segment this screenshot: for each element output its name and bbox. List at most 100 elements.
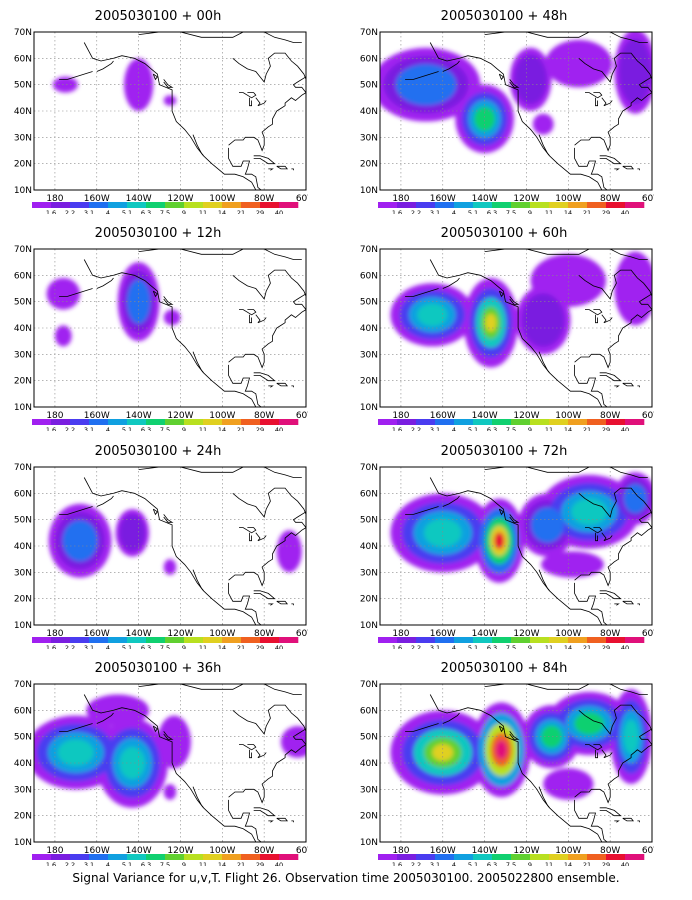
lat-tick-label: 70N <box>14 28 32 38</box>
variance-contour <box>574 712 605 735</box>
coastline <box>429 259 603 407</box>
coastline <box>163 731 174 740</box>
colorbar-swatch <box>89 854 109 860</box>
colorbar-swatch <box>108 637 128 643</box>
lon-tick-label: 160W <box>84 194 110 204</box>
coastline <box>574 92 652 152</box>
lon-tick-label: 160W <box>84 846 110 856</box>
lat-tick-label: 70N <box>360 463 378 473</box>
coastline <box>637 603 640 606</box>
map-panel: 2005030100 + 84h 70N 60N 50N 40N 30N 20N 10N 180… <box>354 660 662 869</box>
colorbar-label: 29 <box>256 644 264 649</box>
lat-tick-label: 20N <box>360 377 378 387</box>
colorbar-label: 2.2 <box>411 861 421 866</box>
colorbar-swatch <box>587 637 607 643</box>
variance-contour <box>571 498 608 526</box>
lat-tick-label: 20N <box>14 377 32 387</box>
lat-tick-label: 70N <box>14 245 32 255</box>
colorbar-swatch <box>606 854 626 860</box>
colorbar-swatch <box>549 637 569 643</box>
map-panel: 2005030100 + 72h 70N 60N 50N 40N 30N 20N 10N 180… <box>354 443 662 652</box>
map-svg: 70N 60N 50N 40N 30N 20N 10N 180 160W 140W 120W 100W… <box>360 463 662 652</box>
colorbar-label: 40 <box>275 644 283 649</box>
colorbar-label: 14 <box>564 209 572 214</box>
coastline <box>585 309 603 316</box>
colorbar-swatch <box>435 854 455 860</box>
coastline <box>59 71 93 80</box>
lon-tick-label: 180 <box>46 194 63 204</box>
coastline <box>253 155 276 165</box>
coastline <box>276 382 289 387</box>
colorbar-swatch <box>184 202 204 208</box>
colorbar-label: 4 <box>106 644 110 649</box>
colorbar-label: 4 <box>106 426 110 431</box>
colorbar-swatch <box>530 419 550 425</box>
lon-tick-label: 60W <box>642 411 654 421</box>
colorbar-swatch <box>473 202 493 208</box>
colorbar-swatch <box>587 419 607 425</box>
colorbar-swatch <box>625 419 645 425</box>
colorbar-swatch <box>222 202 242 208</box>
colorbar-label: 29 <box>256 861 264 866</box>
colorbar-swatch <box>492 419 512 425</box>
coastline <box>595 532 598 542</box>
colorbar-swatch <box>397 419 417 425</box>
coastline <box>637 168 640 171</box>
colorbar-label: 1.6 <box>46 861 56 866</box>
colorbar-label: 6.3 <box>487 426 497 431</box>
coastline <box>232 269 306 300</box>
colorbar-label: 6.3 <box>141 209 151 214</box>
variance-contour <box>545 39 613 88</box>
coastline <box>59 506 93 515</box>
coastline <box>610 249 648 260</box>
colorbar-label: 21 <box>237 426 245 431</box>
colorbar-label: 5.1 <box>468 209 478 214</box>
colorbar-swatch <box>32 854 52 860</box>
lon-tick-label: 100W <box>555 194 581 204</box>
colorbar-label: 6.3 <box>141 644 151 649</box>
colorbar-label: 2.2 <box>65 426 75 431</box>
colorbar-label: 21 <box>237 209 245 214</box>
coastline <box>595 97 598 107</box>
coastline <box>614 603 620 606</box>
colorbar-swatch <box>184 419 204 425</box>
lat-tick-label: 60N <box>14 54 32 64</box>
coastline <box>163 514 174 523</box>
colorbar-label: 14 <box>218 209 226 214</box>
colorbar-swatch <box>260 202 280 208</box>
colorbar-label: 29 <box>602 861 610 866</box>
coastline <box>442 277 460 289</box>
map-svg: 70N 60N 50N 40N 30N 20N 10N 180 160W 140W 120W 100W… <box>14 28 316 217</box>
coastline <box>255 532 267 542</box>
coastline <box>429 42 603 190</box>
lat-tick-label: 30N <box>360 568 378 578</box>
coastline <box>253 807 276 817</box>
lon-tick-label: 160W <box>84 629 110 639</box>
coastline <box>192 351 204 374</box>
colorbar-label: 9 <box>182 426 186 431</box>
colorbar-swatch <box>397 854 417 860</box>
coastline <box>83 42 257 190</box>
colorbar-label: 14 <box>564 644 572 649</box>
colorbar-label: 7.5 <box>160 644 170 649</box>
coastline <box>292 728 306 745</box>
colorbar-swatch <box>70 637 90 643</box>
coastline <box>152 290 158 298</box>
lon-tick-label: 120W <box>513 194 539 204</box>
lat-tick-label: 50N <box>14 298 32 308</box>
coastline <box>152 508 158 516</box>
coastline <box>578 487 652 518</box>
coastline <box>610 467 648 478</box>
map-svg: 70N 60N 50N 40N 30N 20N 10N 180 160W 140W 120W 100W… <box>14 463 316 652</box>
lat-tick-label: 30N <box>14 785 32 795</box>
variance-contour <box>163 95 177 106</box>
coastline <box>601 97 613 107</box>
coastline <box>249 314 252 324</box>
colorbar-label: 7.5 <box>160 426 170 431</box>
map-area: 70N 60N 50N 40N 30N 20N 10N 180 160W 140W 120W 100W… <box>354 461 662 652</box>
lat-tick-label: 40N <box>360 542 378 552</box>
lat-tick-label: 70N <box>360 28 378 38</box>
colorbar-label: 1.6 <box>46 644 56 649</box>
coastline <box>192 786 204 809</box>
coastline <box>601 314 613 324</box>
